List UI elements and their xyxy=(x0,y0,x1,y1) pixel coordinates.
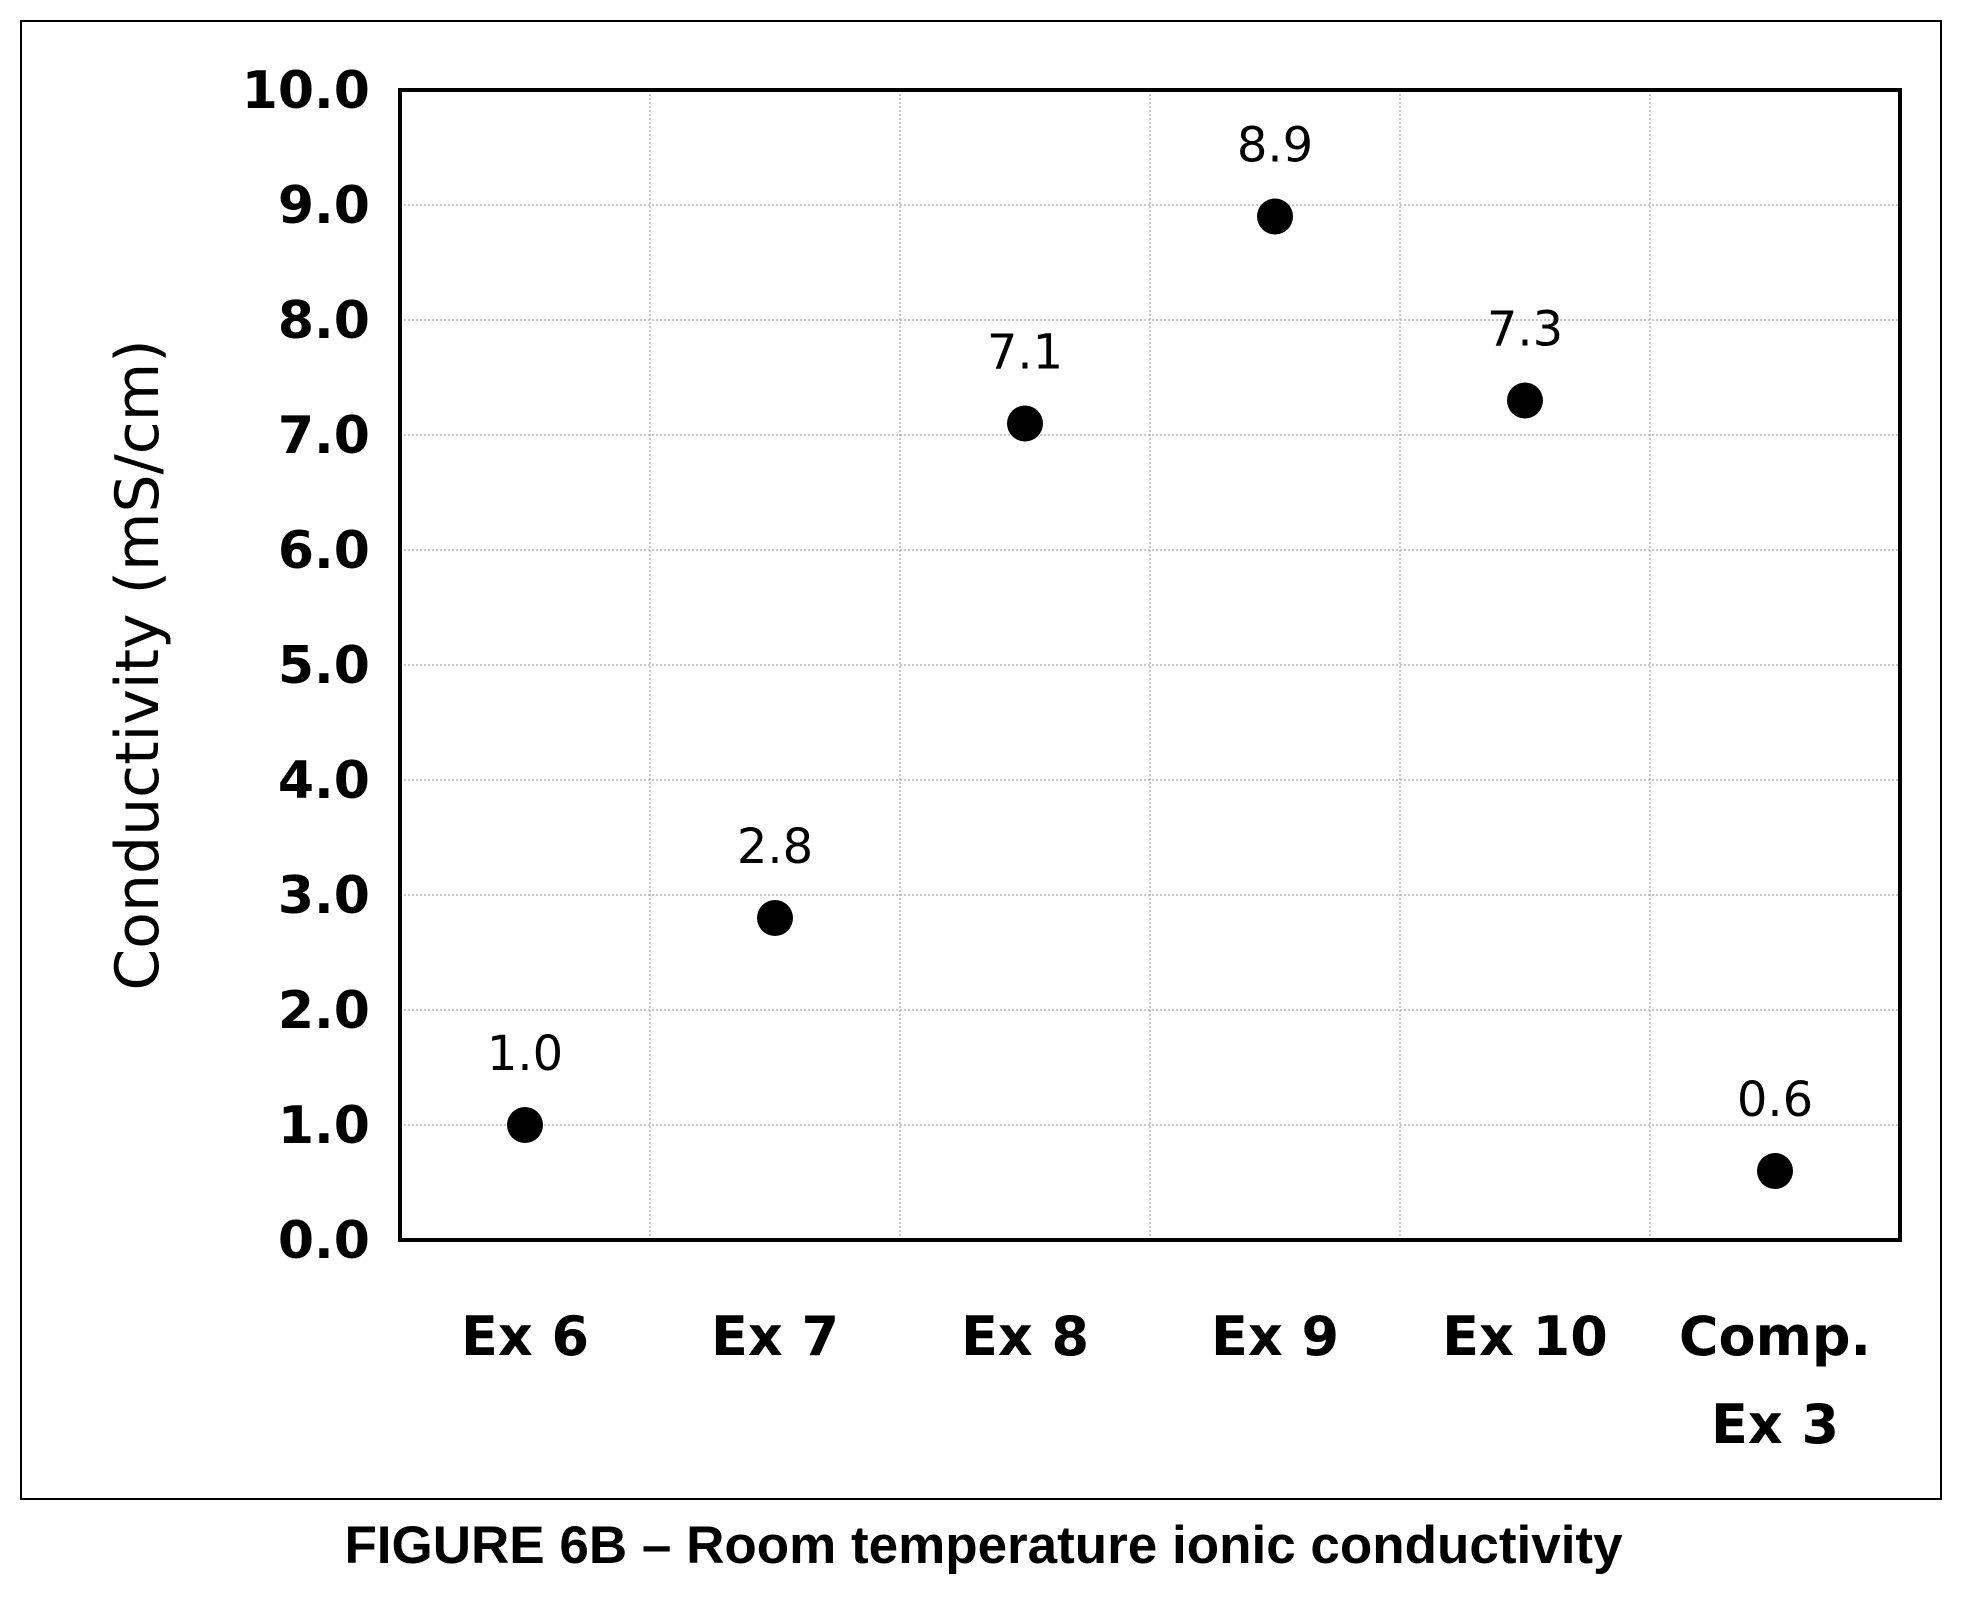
y-tick-label: 3.0 xyxy=(278,866,370,926)
data-label: 8.9 xyxy=(1237,118,1313,174)
data-point xyxy=(1507,382,1543,419)
x-category-label: Ex 3 xyxy=(1711,1393,1839,1456)
data-point xyxy=(1257,198,1293,235)
data-label: 0.6 xyxy=(1737,1072,1813,1128)
y-tick-label: 5.0 xyxy=(278,636,370,696)
x-category-label: Ex 8 xyxy=(961,1305,1089,1368)
y-axis-title: Conductivity (mS/cm) xyxy=(103,339,173,990)
y-tick-label: 10.0 xyxy=(242,61,370,121)
x-category-label: Comp. xyxy=(1679,1305,1871,1368)
chart-frame xyxy=(20,20,1942,1500)
data-label: 1.0 xyxy=(487,1026,563,1082)
y-tick-label: 6.0 xyxy=(278,521,370,581)
y-tick-label: 9.0 xyxy=(278,176,370,236)
data-label: 2.8 xyxy=(737,819,813,875)
y-tick-label: 4.0 xyxy=(278,751,370,811)
data-point xyxy=(757,900,793,936)
x-category-label: Ex 10 xyxy=(1442,1305,1608,1368)
y-tick-label: 8.0 xyxy=(278,291,370,351)
y-tick-label: 0.0 xyxy=(278,1211,370,1271)
x-category-label: Ex 6 xyxy=(461,1305,589,1368)
y-tick-label: 1.0 xyxy=(278,1096,370,1156)
x-category-label: Ex 7 xyxy=(711,1305,839,1368)
x-axis-categories: Ex 6 Ex 7 Ex 8 Ex 9 Ex 10 Comp. Ex 3 xyxy=(461,1305,1871,1456)
data-labels: 1.0 2.8 7.1 8.9 7.3 0.6 xyxy=(487,118,1813,1129)
data-point xyxy=(1007,405,1043,442)
plot-area xyxy=(398,88,1902,1242)
y-axis-ticks: 0.0 1.0 2.0 3.0 4.0 5.0 6.0 7.0 8.0 9.0 10.0 xyxy=(242,61,370,1271)
data-point xyxy=(507,1107,543,1143)
grid-lines xyxy=(400,90,1900,1240)
data-label: 7.1 xyxy=(987,325,1063,381)
data-point xyxy=(1757,1153,1793,1189)
data-points xyxy=(507,198,1793,1189)
figure-caption: FIGURE 6B – Room temperature ionic condu… xyxy=(344,1516,1623,1575)
y-tick-label: 7.0 xyxy=(278,406,370,466)
y-tick-label: 2.0 xyxy=(278,981,370,1041)
x-category-label: Ex 9 xyxy=(1211,1305,1339,1368)
data-label: 7.3 xyxy=(1487,302,1563,358)
